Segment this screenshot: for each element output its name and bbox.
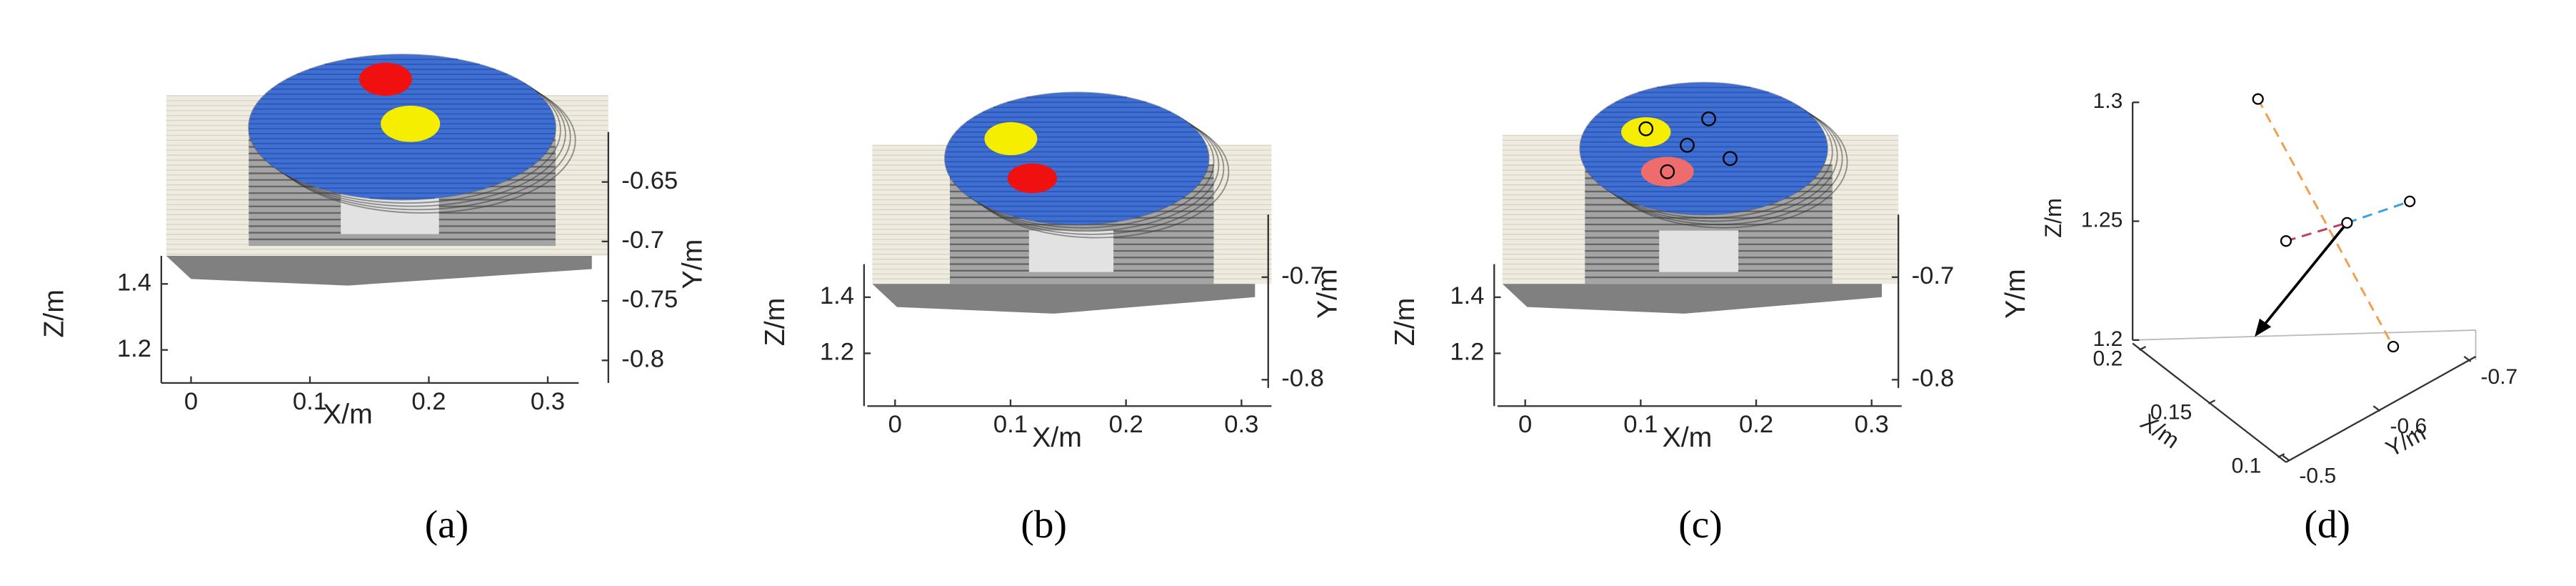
y-axis-label: Y/m	[1312, 269, 1343, 319]
panel-caption: (b)	[1021, 502, 1067, 546]
z-axis-label: Z/m	[38, 289, 69, 338]
x-tick-label: 0.1	[1623, 411, 1658, 438]
y-tick-label: -0.7	[1281, 262, 1324, 289]
arrow-head	[2255, 318, 2272, 337]
y-tick-label: -0.7	[2481, 365, 2518, 389]
pose-axis	[2285, 222, 2347, 242]
x-axis-label: X/m	[1032, 422, 1082, 453]
z-tick-label: 1.2	[820, 339, 854, 366]
x-tick-label: 0.2	[411, 388, 446, 415]
detected-point	[1638, 121, 1654, 136]
x-tick-label: 0.1	[293, 388, 327, 415]
pose-point	[2341, 217, 2353, 229]
detected-point	[1723, 151, 1738, 167]
x-tick-label: 0.2	[1739, 411, 1773, 438]
panel-caption: (d)	[2304, 502, 2350, 546]
box-edge	[2133, 329, 2476, 341]
y-tick-label: -0.8	[1912, 364, 1955, 392]
normal-arrow	[2260, 222, 2348, 329]
y-axis	[2285, 355, 2477, 463]
point-cloud	[872, 91, 1272, 314]
x-tick-label: 0	[1518, 411, 1532, 438]
x-tick-label: 0.3	[531, 388, 565, 415]
ground-shadow	[872, 284, 1256, 314]
pose-axis	[2346, 200, 2410, 224]
z-axis-label: Z/m	[759, 298, 791, 347]
z-tick-label: 1.3	[2093, 89, 2123, 113]
robot-box	[1659, 230, 1739, 272]
x-tick-label: 0.3	[1855, 411, 1889, 438]
z-tick-label: 1.2	[2093, 327, 2123, 351]
z-tick-label: 1.4	[117, 269, 151, 296]
color-marker	[1621, 117, 1671, 147]
color-marker	[1640, 157, 1694, 187]
pose-axis	[2257, 98, 2395, 347]
pose-point	[2252, 93, 2264, 105]
x-axis-label: X/m	[1663, 422, 1713, 453]
panel-caption: (c)	[1678, 502, 1723, 546]
y-tick-label: -0.8	[621, 345, 664, 372]
x-tick-label: 0	[184, 388, 198, 415]
z-tick-label: 1.4	[820, 282, 854, 309]
x-tick	[2277, 453, 2285, 458]
y-tick-label: -0.75	[621, 286, 678, 313]
y-tick-label: -0.5	[2299, 464, 2336, 487]
color-marker	[984, 121, 1038, 156]
x-tick-label: 0.15	[2150, 401, 2192, 424]
x-tick	[2207, 399, 2216, 404]
x-axis-label: X/m	[323, 398, 373, 429]
point-cloud	[166, 54, 608, 286]
y-tick-label: -0.7	[621, 227, 664, 254]
y-tick-label: -0.8	[1281, 364, 1324, 392]
x-tick-label: 0.3	[1224, 411, 1258, 438]
detected-point	[1701, 111, 1716, 126]
color-marker	[359, 62, 412, 96]
x-tick-label: 0.1	[2232, 455, 2262, 478]
ground-shadow	[1502, 284, 1883, 314]
color-marker	[1007, 163, 1058, 194]
y-tick-label: -0.6	[2390, 414, 2427, 438]
y-axis-label: Y/m	[2000, 269, 2031, 319]
x-tick-label: 0	[888, 411, 902, 438]
pose-point	[2404, 195, 2416, 207]
detected-point	[1660, 164, 1675, 179]
z-tick-label: 1.2	[1450, 339, 1484, 366]
panel-caption: (a)	[425, 502, 469, 546]
z-axis-label: Z/m	[1389, 298, 1420, 347]
z-tick-label: 1.4	[1450, 282, 1484, 309]
z-tick-label: 1.2	[117, 335, 151, 362]
y-tick-label: -0.7	[1912, 262, 1955, 289]
pose-point	[2387, 340, 2400, 353]
x-tick-label: 0.2	[1109, 411, 1143, 438]
y-tick	[2463, 356, 2472, 362]
x-tick	[2138, 346, 2147, 351]
pose-point	[2280, 235, 2292, 247]
z-axis-label: Z/m	[2040, 198, 2066, 238]
color-marker	[381, 105, 441, 142]
y-tick-label: -0.65	[621, 167, 678, 194]
x-tick-label: 0.2	[2093, 347, 2123, 370]
y-axis-label: Y/m	[676, 239, 708, 289]
point-cloud	[1502, 81, 1899, 314]
y-tick	[2372, 405, 2381, 412]
x-tick-label: 0.1	[993, 411, 1028, 438]
y-tick	[2282, 455, 2290, 462]
detected-point	[1680, 137, 1695, 153]
ground-shadow	[166, 256, 592, 286]
z-tick-label: 1.25	[2081, 208, 2123, 232]
